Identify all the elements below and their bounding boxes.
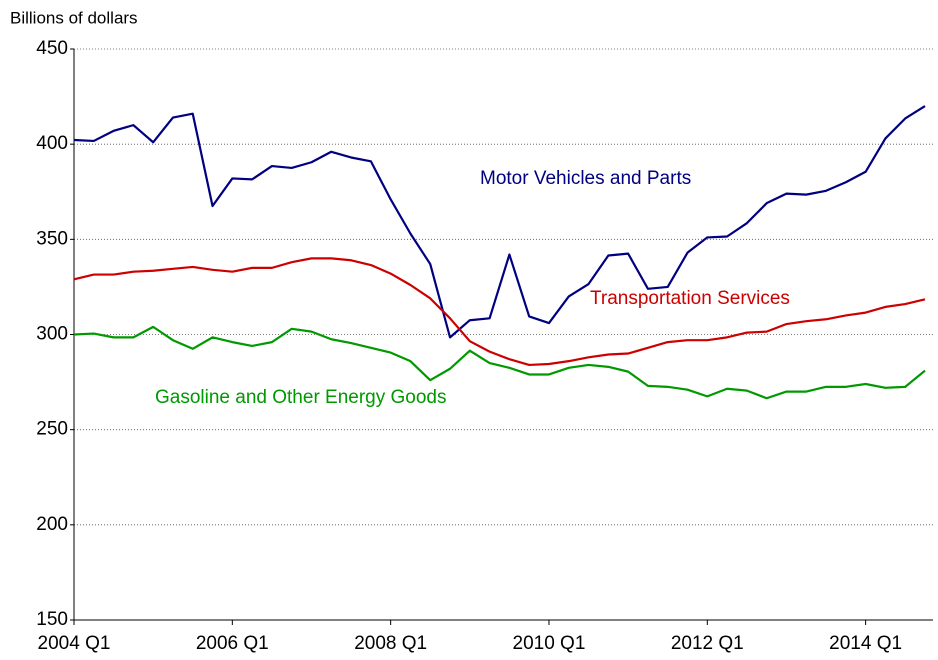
y-tick-label: 400 bbox=[36, 133, 68, 154]
x-tick-label: 2008 Q1 bbox=[354, 633, 427, 654]
y-tick-label: 450 bbox=[36, 38, 68, 59]
x-tick-label: 2004 Q1 bbox=[38, 633, 111, 654]
y-tick-label: 250 bbox=[36, 419, 68, 440]
series-label: Transportation Services bbox=[590, 288, 790, 309]
series-label: Motor Vehicles and Parts bbox=[480, 168, 691, 189]
x-tick-label: 2012 Q1 bbox=[671, 633, 744, 654]
y-tick-label: 300 bbox=[36, 324, 68, 345]
series-line bbox=[73, 105, 926, 339]
y-tick-label: 150 bbox=[36, 609, 68, 630]
y-axis-label: Billions of dollars bbox=[10, 8, 138, 27]
x-tick-label: 2010 Q1 bbox=[513, 633, 586, 654]
x-tick-label: 2014 Q1 bbox=[829, 633, 902, 654]
series-line bbox=[73, 257, 926, 367]
series-line bbox=[73, 325, 926, 400]
y-tick-label: 350 bbox=[36, 228, 68, 249]
y-tick-label: 200 bbox=[36, 514, 68, 535]
series-label: Gasoline and Other Energy Goods bbox=[155, 387, 447, 408]
x-tick-label: 2006 Q1 bbox=[196, 633, 269, 654]
